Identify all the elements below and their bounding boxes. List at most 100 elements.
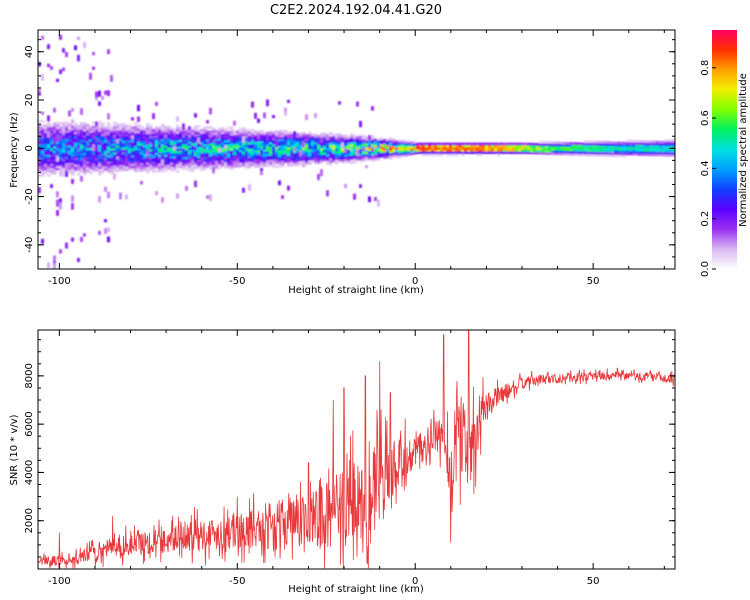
heat-cell <box>395 153 399 157</box>
heat-cell <box>188 162 192 166</box>
heat-cell <box>149 131 153 134</box>
heat-cell <box>80 144 84 147</box>
heat-cell <box>134 135 138 138</box>
heat-cell <box>257 141 261 144</box>
heat-cell <box>650 144 654 148</box>
heat-cell <box>545 152 549 155</box>
heat-speckle <box>74 45 77 51</box>
heat-cell <box>332 157 336 161</box>
heat-cell <box>56 124 60 127</box>
heat-cell <box>368 157 372 161</box>
heat-cell <box>62 161 66 164</box>
heat-cell <box>107 135 111 138</box>
heat-cell <box>299 132 303 136</box>
heat-cell <box>212 147 216 151</box>
heat-cell <box>62 150 66 153</box>
heat-speckle <box>62 48 65 53</box>
heat-cell <box>41 152 45 156</box>
heat-cell <box>77 137 81 141</box>
heat-cell <box>92 164 96 168</box>
heat-cell <box>632 144 636 147</box>
heat-cell <box>302 132 306 135</box>
heat-cell <box>593 142 597 146</box>
heat-cell <box>539 145 543 148</box>
heat-cell <box>374 151 378 155</box>
heat-cell <box>200 129 204 132</box>
heat-cell <box>242 131 246 135</box>
heat-cell <box>194 157 198 161</box>
heat-cell <box>101 148 105 152</box>
heat-cell <box>308 138 312 141</box>
heat-cell <box>560 146 564 149</box>
heat-cell <box>125 140 129 143</box>
heat-cell <box>353 160 357 164</box>
heat-cell <box>143 166 147 170</box>
heat-cell <box>119 162 123 165</box>
heat-cell <box>332 138 336 141</box>
heat-cell <box>197 166 201 169</box>
heat-cell <box>242 155 246 159</box>
heat-cell <box>137 134 141 138</box>
heat-cell <box>74 129 78 133</box>
heat-cell <box>305 158 309 161</box>
heat-cell <box>128 139 132 143</box>
heat-cell <box>203 154 207 158</box>
heat-cell <box>407 142 411 145</box>
heat-cell <box>224 142 228 145</box>
heat-cell <box>299 158 303 162</box>
heat-cell <box>344 143 348 146</box>
heat-cell <box>365 149 369 153</box>
heat-cell <box>596 140 600 144</box>
heat-cell <box>161 141 165 144</box>
heat-cell <box>620 143 624 147</box>
heat-cell <box>161 134 165 138</box>
heat-cell <box>206 137 210 140</box>
heat-cell <box>197 133 201 137</box>
heat-cell <box>113 147 117 151</box>
heat-cell <box>599 154 603 157</box>
heat-cell <box>53 165 57 169</box>
heat-speckle <box>56 191 59 198</box>
heat-cell <box>83 163 87 166</box>
heat-cell <box>140 164 144 168</box>
heat-cell <box>194 136 198 139</box>
heat-cell <box>359 159 363 163</box>
heat-speckle <box>263 112 266 119</box>
heat-cell <box>293 159 297 162</box>
heat-cell <box>440 153 444 157</box>
heat-cell <box>266 148 270 152</box>
heat-cell <box>161 143 165 146</box>
heat-cell <box>200 161 204 165</box>
heat-speckle <box>95 91 98 98</box>
heat-cell <box>377 151 381 154</box>
heat-cell <box>338 137 342 140</box>
heat-cell <box>563 141 567 145</box>
heat-cell <box>95 140 99 144</box>
heat-cell <box>122 123 126 126</box>
heat-cell <box>188 154 192 157</box>
heat-cell <box>83 137 87 140</box>
heat-cell <box>95 129 99 133</box>
heat-cell <box>71 160 75 163</box>
heat-cell <box>338 154 342 158</box>
heat-cell <box>359 146 363 150</box>
heat-cell <box>77 146 81 150</box>
heat-cell <box>125 153 129 156</box>
heat-cell <box>107 167 111 171</box>
heat-cell <box>125 131 129 134</box>
heat-cell <box>116 153 120 157</box>
heat-cell <box>134 130 138 134</box>
colorbar-tick-label: 0.8 <box>700 60 711 76</box>
heat-cell <box>185 145 189 149</box>
heat-cell <box>377 144 381 148</box>
heat-cell <box>485 149 489 152</box>
heat-cell <box>215 147 219 150</box>
heat-cell <box>437 147 441 150</box>
heat-cell <box>146 123 150 126</box>
heat-cell <box>119 164 123 168</box>
heat-cell <box>86 154 90 158</box>
heat-cell <box>185 128 189 131</box>
heat-speckle <box>80 108 83 115</box>
heat-cell <box>365 147 369 150</box>
heat-cell <box>44 143 48 147</box>
